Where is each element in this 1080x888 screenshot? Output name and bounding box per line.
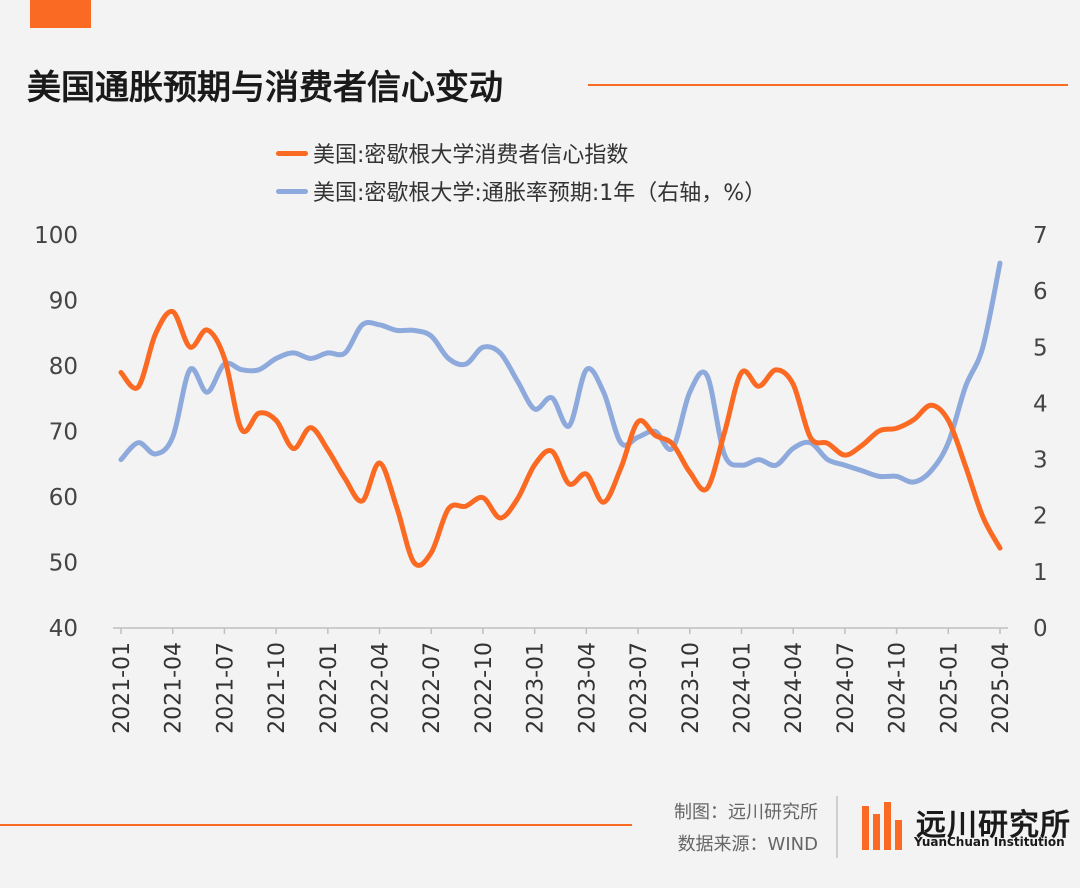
y-right-tick-label: 1 [1033, 560, 1048, 586]
x-tick-label: 2022-07 [420, 642, 445, 734]
y-left-tick-label: 40 [49, 616, 78, 642]
logo-english-name: YuanChuan Institution [914, 835, 1065, 849]
x-tick-label: 2023-04 [575, 642, 600, 734]
y-left-tick-label: 80 [49, 354, 78, 380]
legend-item-inflation: 美国:密歇根大学:通胀率预期:1年（右轴，%） [276, 172, 766, 210]
legend-item-sentiment: 美国:密歇根大学消费者信心指数 [276, 134, 766, 172]
chart-legend: 美国:密歇根大学消费者信心指数 美国:密歇根大学:通胀率预期:1年（右轴，%） [276, 134, 766, 210]
chart-axes [113, 627, 1008, 634]
y-right-tick-label: 4 [1033, 391, 1048, 417]
x-tick-label: 2024-07 [834, 642, 859, 734]
legend-label-inflation: 美国:密歇根大学:通胀率预期:1年（右轴，%） [313, 181, 767, 206]
x-tick-label: 2024-10 [886, 642, 911, 734]
chart-tick-labels: 2021-01 2021-04 2021-07 2021-10 2022-01 2022-… [34, 223, 1048, 734]
title-rule [588, 84, 1068, 86]
x-tick-label: 2021-01 [110, 642, 135, 734]
footer-rule [0, 824, 632, 826]
x-tick-label: 2023-10 [679, 642, 704, 734]
header-accent-block [30, 0, 91, 28]
y-right-tick-label: 3 [1033, 448, 1048, 474]
x-tick-label: 2023-01 [524, 642, 549, 734]
y-right-tick-label: 6 [1033, 279, 1048, 305]
y-right-tick-label: 0 [1033, 616, 1048, 642]
x-tick-label: 2021-07 [213, 642, 238, 734]
x-tick-label: 2022-10 [472, 642, 497, 734]
y-left-tick-label: 70 [49, 420, 78, 446]
y-right-tick-label: 5 [1033, 335, 1048, 361]
x-tick-label: 2022-01 [317, 642, 342, 734]
x-tick-label: 2021-04 [162, 642, 187, 734]
x-tick-label: 2024-04 [782, 642, 807, 734]
series-line-inflation-expectation [118, 260, 1003, 485]
x-tick-label: 2025-04 [989, 642, 1014, 734]
legend-label-sentiment: 美国:密歇根大学消费者信心指数 [313, 143, 629, 168]
x-tick-label: 2023-07 [627, 642, 652, 734]
logo-name: 远川研究所 [916, 808, 1071, 843]
y-left-tick-label: 50 [49, 551, 78, 577]
legend-swatch-sentiment [276, 150, 308, 156]
x-tick-label: 2024-01 [730, 642, 755, 734]
line-chart: 2021-01 2021-04 2021-07 2021-10 2022-01 2022-… [34, 223, 1048, 734]
page-title: 美国通胀预期与消费者信心变动 [27, 68, 503, 108]
y-right-tick-label: 2 [1033, 504, 1048, 530]
y-left-tick-label: 60 [49, 485, 78, 511]
x-tick-label: 2021-10 [265, 642, 290, 734]
chart-credit: 制图：远川研究所 [674, 802, 818, 823]
x-tick-label: 2022-04 [369, 642, 394, 734]
legend-swatch-inflation [276, 188, 308, 194]
y-left-tick-label: 100 [34, 223, 78, 249]
logo-icon [862, 802, 902, 850]
footer-divider [836, 796, 838, 858]
y-left-tick-label: 90 [49, 289, 78, 315]
x-tick-label: 2025-01 [937, 642, 962, 734]
y-right-tick-label: 7 [1033, 223, 1048, 249]
data-source: 数据来源：WIND [677, 834, 818, 855]
chart-lines [118, 260, 1003, 568]
series-line-consumer-sentiment [118, 308, 1003, 568]
